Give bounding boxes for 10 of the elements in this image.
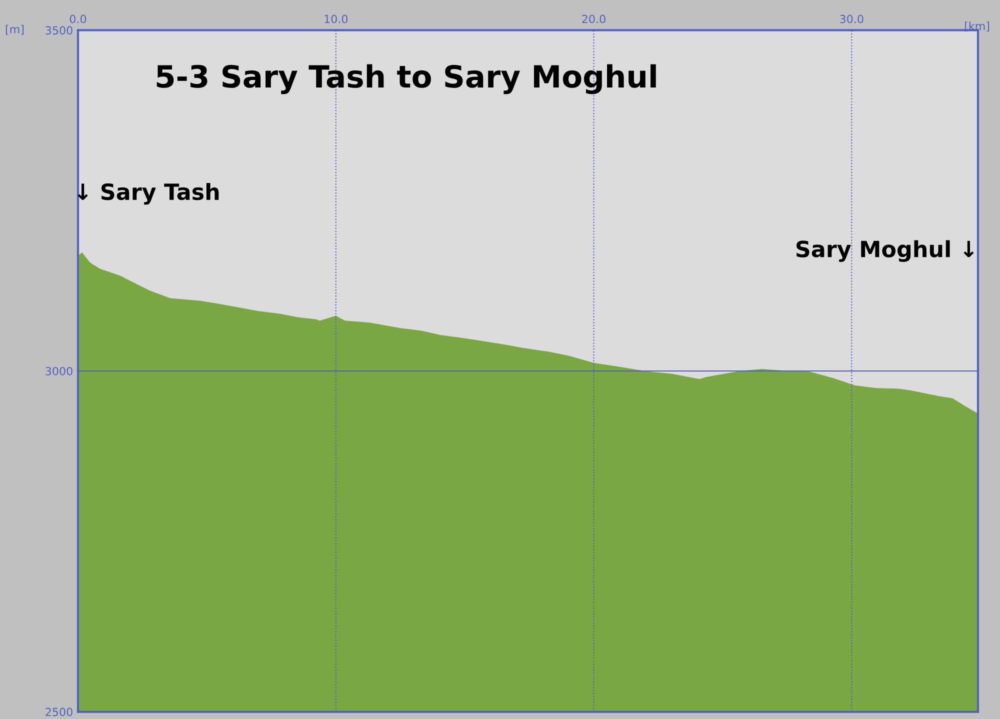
x-tick-label: 0.0 xyxy=(70,14,86,24)
y-tick-label: 3000 xyxy=(46,366,72,376)
text: 5-3 Sary Tash to Sary Moghul xyxy=(156,64,656,94)
y-tick-label: 2500 xyxy=(46,708,72,716)
y-axis-title: [m] xyxy=(6,24,24,35)
x-tick-label: 30.0 xyxy=(840,14,864,24)
y-tick-label: 3500 xyxy=(46,26,72,35)
annotation: Sary Moghul ↓ xyxy=(796,240,974,262)
x-tick-label: 20.0 xyxy=(582,14,606,24)
x-tick-label: 10.0 xyxy=(324,14,348,24)
